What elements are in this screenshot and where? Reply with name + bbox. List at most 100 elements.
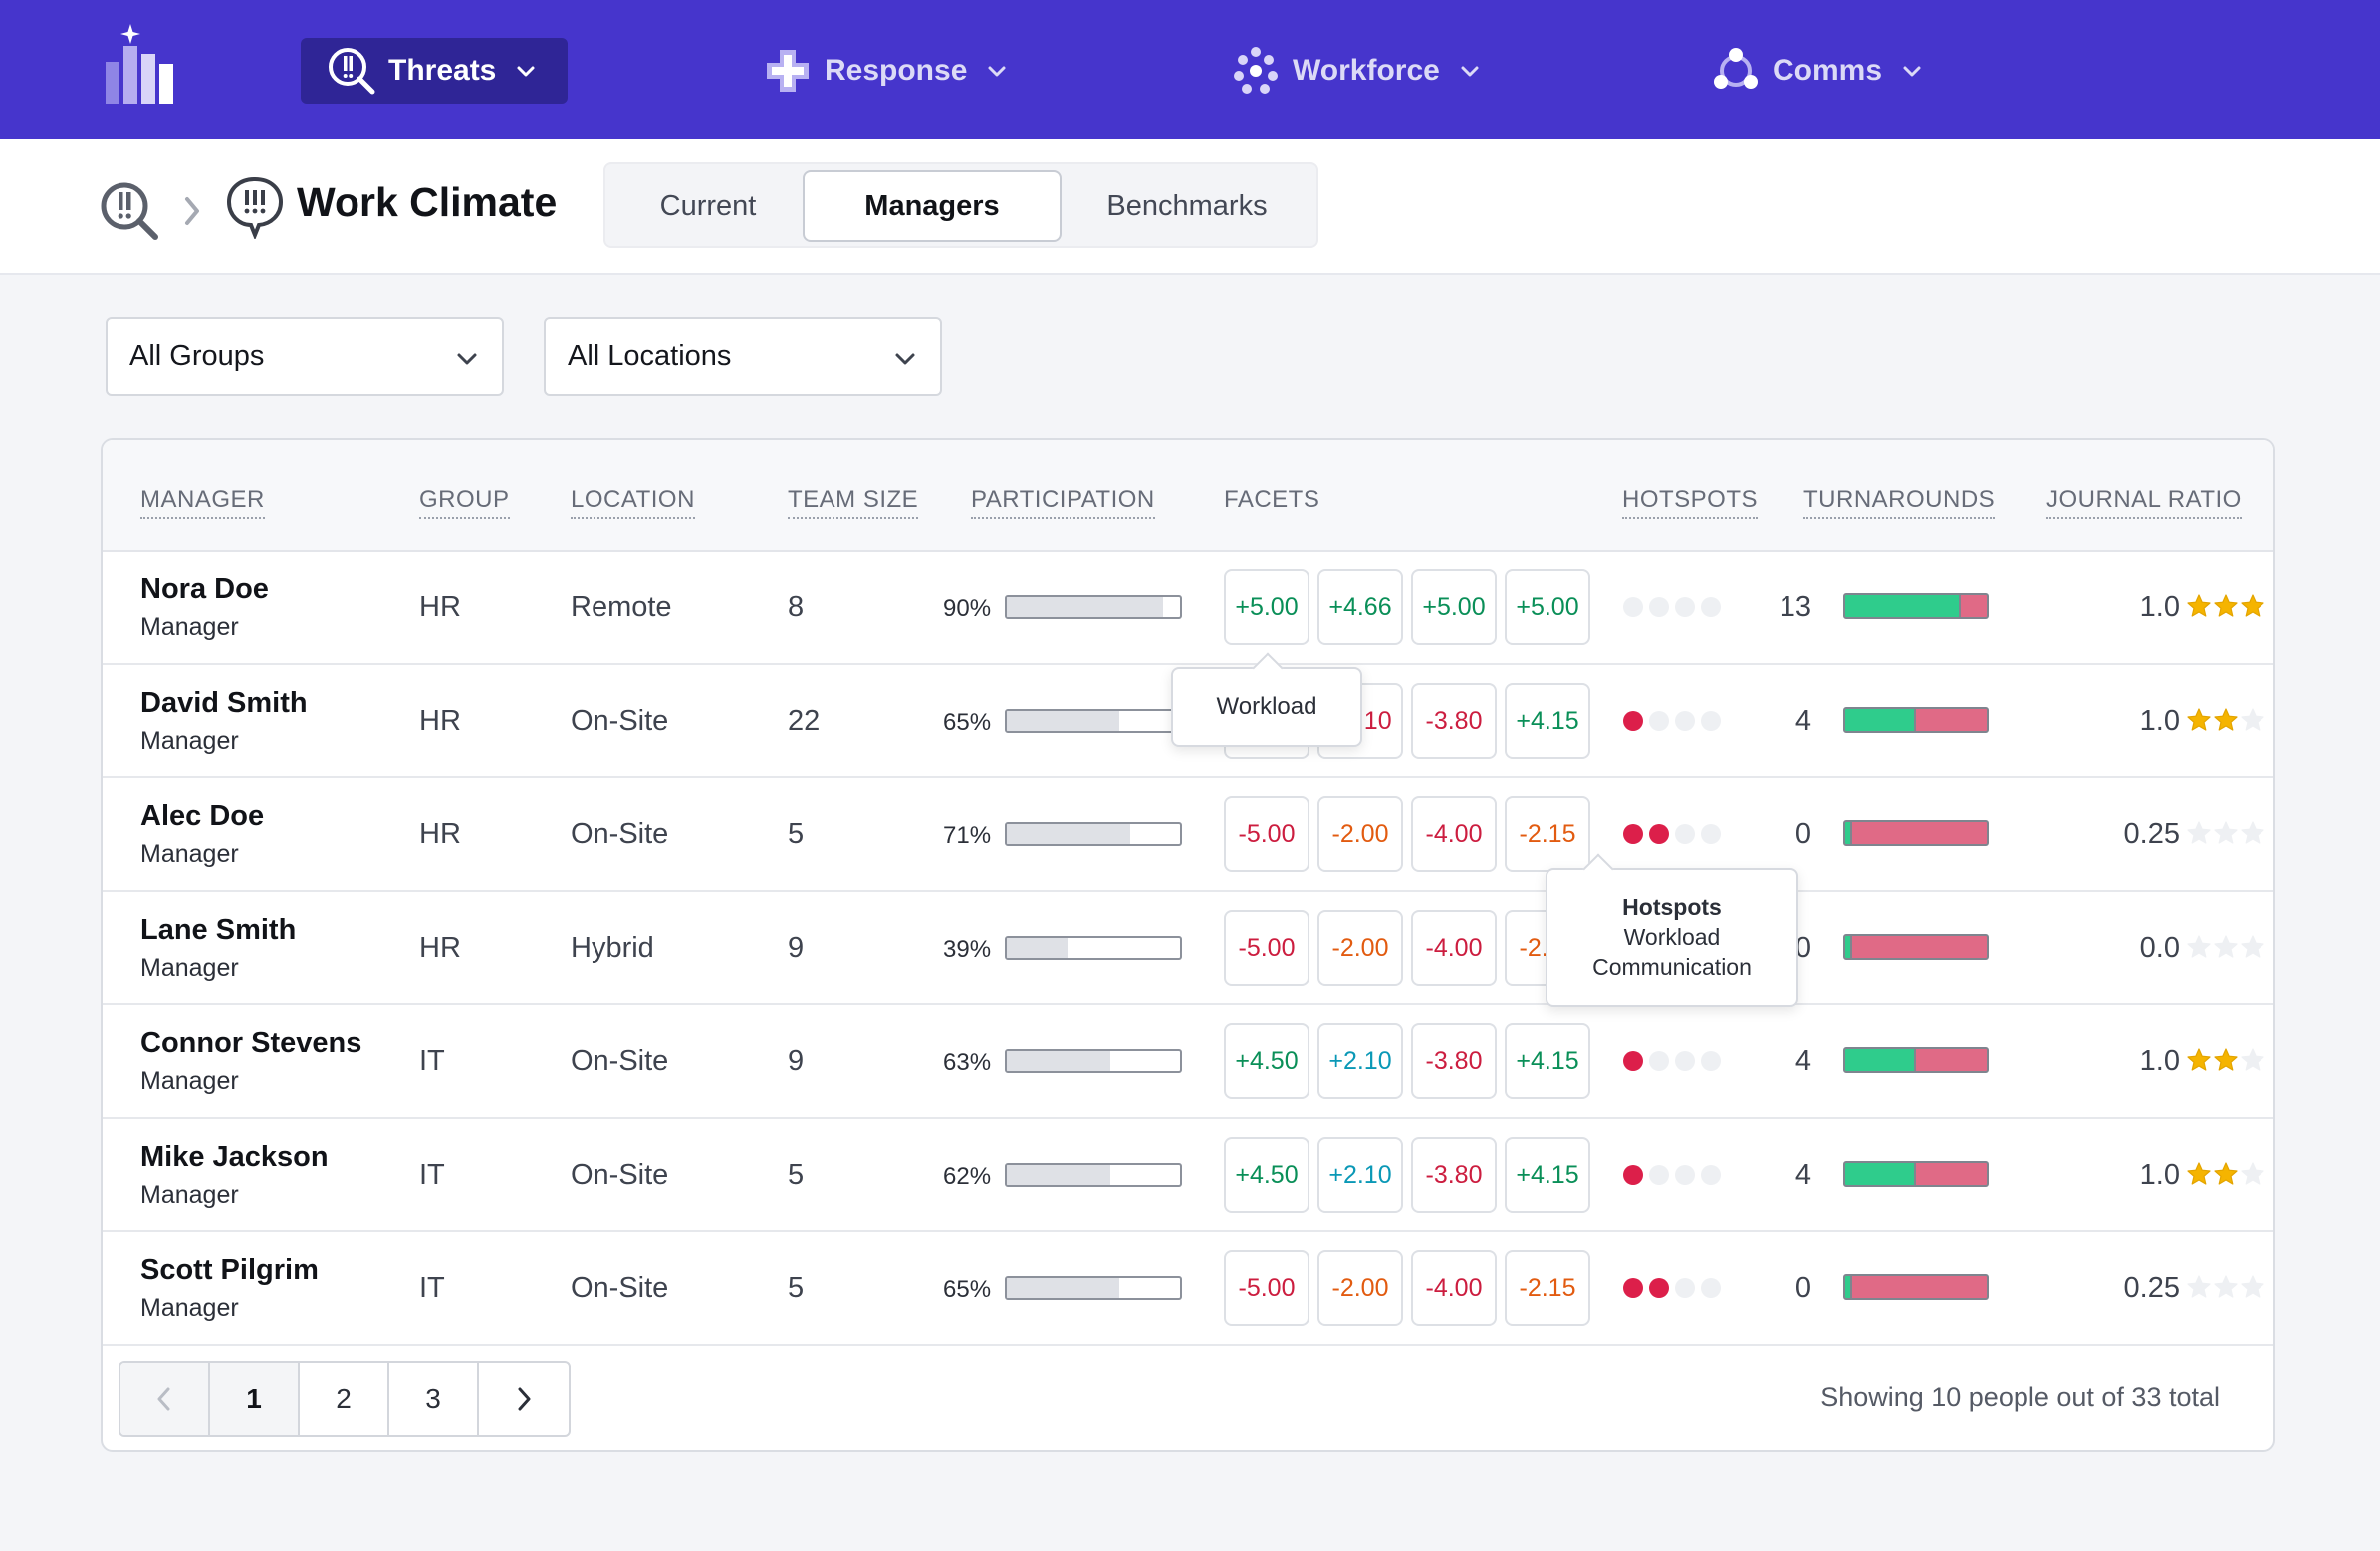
turnarounds-count: 13 xyxy=(1779,591,1811,623)
breadcrumb-threats-icon[interactable] xyxy=(98,179,161,243)
participation-bar xyxy=(1005,595,1182,619)
facet-score[interactable]: +4.50 xyxy=(1224,1023,1309,1099)
hotspot-dot[interactable] xyxy=(1623,1165,1643,1185)
manager-name[interactable]: Connor Stevens xyxy=(140,1027,362,1059)
facet-score[interactable]: -2.00 xyxy=(1317,910,1403,986)
facet-score[interactable]: -3.80 xyxy=(1411,1137,1497,1213)
hotspot-dot[interactable] xyxy=(1649,1165,1669,1185)
facet-score[interactable]: -2.00 xyxy=(1317,796,1403,872)
facet-score[interactable]: -5.00 xyxy=(1224,910,1309,986)
hotspot-dot[interactable] xyxy=(1623,1051,1643,1071)
facet-score[interactable]: -4.00 xyxy=(1411,1250,1497,1326)
facet-score[interactable]: -2.15 xyxy=(1505,1250,1590,1326)
manager-name[interactable]: David Smith xyxy=(140,687,308,719)
nav-threats[interactable]: Threats xyxy=(301,38,569,104)
facet-score[interactable]: -3.80 xyxy=(1411,683,1497,759)
group-cell: HR xyxy=(419,818,461,850)
column-header-manager[interactable]: MANAGER xyxy=(140,486,265,519)
facet-score[interactable]: +4.50 xyxy=(1224,1137,1309,1213)
manager-name[interactable]: Mike Jackson xyxy=(140,1141,329,1173)
page-3-button[interactable]: 3 xyxy=(389,1363,479,1435)
table-row[interactable]: Connor Stevens Manager IT On-Site 9 63% +4.50 +… xyxy=(103,1005,2273,1119)
nav-comms[interactable]: Comms xyxy=(1711,38,1924,104)
hotspot-dot[interactable] xyxy=(1649,1278,1669,1298)
hotspot-dot[interactable] xyxy=(1675,1165,1695,1185)
facet-score[interactable]: +4.66 xyxy=(1317,569,1403,645)
table-row[interactable]: Lane Smith Manager HR Hybrid 9 39% -5.00 -2.00-… xyxy=(103,892,2273,1005)
participation-bar-fill xyxy=(1007,597,1163,617)
facet-score[interactable]: +2.10 xyxy=(1317,1023,1403,1099)
facet-score[interactable]: +4.15 xyxy=(1505,683,1590,759)
hotspot-dot[interactable] xyxy=(1675,1278,1695,1298)
facet-score[interactable]: -3.80 xyxy=(1411,1023,1497,1099)
facet-score[interactable]: +5.00 xyxy=(1224,569,1309,645)
hotspot-dot[interactable] xyxy=(1649,1051,1669,1071)
star-icon xyxy=(2241,821,2264,844)
hotspot-dot[interactable] xyxy=(1701,824,1721,844)
facet-score[interactable]: +5.00 xyxy=(1411,569,1497,645)
app-logo-icon[interactable] xyxy=(104,24,185,106)
hotspot-dot[interactable] xyxy=(1675,824,1695,844)
journal-ratio-value: 0.0 xyxy=(2139,932,2180,964)
tab-managers[interactable]: Managers xyxy=(803,170,1062,242)
table-row[interactable]: Mike Jackson Manager IT On-Site 5 62% +4.50 +2.… xyxy=(103,1119,2273,1232)
manager-name[interactable]: Nora Doe xyxy=(140,573,269,605)
prev-page-button[interactable] xyxy=(120,1363,210,1435)
facet-score[interactable]: -4.00 xyxy=(1411,910,1497,986)
hotspot-dot[interactable] xyxy=(1701,1165,1721,1185)
column-header-team-size[interactable]: TEAM SIZE xyxy=(788,486,919,519)
hotspot-dot[interactable] xyxy=(1623,597,1643,617)
view-tabs: Current Managers Benchmarks xyxy=(603,162,1318,248)
turnarounds-bar xyxy=(1843,820,1989,846)
participation-bar-fill xyxy=(1007,1165,1111,1185)
hotspot-dot[interactable] xyxy=(1701,711,1721,731)
table-row[interactable]: Alec Doe Manager HR On-Site 5 71% -5.00 -2.00 -4… xyxy=(103,778,2273,892)
facet-score[interactable]: +2.10 xyxy=(1317,1137,1403,1213)
hotspot-dot[interactable] xyxy=(1675,1051,1695,1071)
star-icon xyxy=(2187,1162,2211,1185)
hotspot-dot[interactable] xyxy=(1649,711,1669,731)
nav-response[interactable]: Response xyxy=(763,38,1009,104)
hotspot-dot[interactable] xyxy=(1623,824,1643,844)
facet-score[interactable]: +4.15 xyxy=(1505,1137,1590,1213)
hotspot-dot[interactable] xyxy=(1701,1051,1721,1071)
facet-score[interactable]: -2.15 xyxy=(1505,796,1590,872)
manager-name[interactable]: Lane Smith xyxy=(140,914,297,946)
facet-score[interactable]: -5.00 xyxy=(1224,1250,1309,1326)
column-header-participation[interactable]: PARTICIPATION xyxy=(971,486,1155,519)
page-1-button[interactable]: 1 xyxy=(210,1363,300,1435)
hotspot-dot[interactable] xyxy=(1649,597,1669,617)
facet-score[interactable]: -2.00 xyxy=(1317,1250,1403,1326)
hotspot-dot[interactable] xyxy=(1701,1278,1721,1298)
location-filter-select[interactable]: All Locations xyxy=(544,317,942,396)
facet-score[interactable]: -4.00 xyxy=(1411,796,1497,872)
tab-current[interactable]: Current xyxy=(659,189,757,222)
table-row[interactable]: Nora Doe Manager HR Remote 8 90% +5.00 +4.66 +5.… xyxy=(103,552,2273,665)
hotspot-dot[interactable] xyxy=(1649,824,1669,844)
hotspot-dot[interactable] xyxy=(1701,597,1721,617)
column-header-journal-ratio[interactable]: JOURNAL RATIO xyxy=(2046,486,2242,519)
column-header-group[interactable]: GROUP xyxy=(419,486,510,519)
column-header-turnarounds[interactable]: TURNAROUNDS xyxy=(1803,486,1996,519)
hotspot-dot[interactable] xyxy=(1623,1278,1643,1298)
table-row[interactable]: Scott Pilgrim Manager IT On-Site 5 65% -5.00 -2… xyxy=(103,1232,2273,1346)
location-cell: Remote xyxy=(571,591,672,623)
manager-name[interactable]: Scott Pilgrim xyxy=(140,1254,319,1286)
turnarounds-bar xyxy=(1843,934,1989,960)
page-2-button[interactable]: 2 xyxy=(300,1363,389,1435)
hotspot-dot[interactable] xyxy=(1675,711,1695,731)
column-header-location[interactable]: LOCATION xyxy=(571,486,695,519)
tab-benchmarks[interactable]: Benchmarks xyxy=(1106,189,1268,222)
facet-score[interactable]: +5.00 xyxy=(1505,569,1590,645)
nav-workforce[interactable]: Workforce xyxy=(1231,38,1482,104)
next-page-button[interactable] xyxy=(479,1363,569,1435)
hotspot-dot[interactable] xyxy=(1675,597,1695,617)
manager-name[interactable]: Alec Doe xyxy=(140,800,265,832)
participation-bar xyxy=(1005,1163,1182,1187)
column-header-hotspots[interactable]: HOTSPOTS xyxy=(1622,486,1759,519)
hotspot-dot[interactable] xyxy=(1623,711,1643,731)
facet-score[interactable]: -5.00 xyxy=(1224,796,1309,872)
group-filter-select[interactable]: All Groups xyxy=(106,317,504,396)
facet-score[interactable]: +4.15 xyxy=(1505,1023,1590,1099)
participation-percent: 65% xyxy=(943,709,992,736)
